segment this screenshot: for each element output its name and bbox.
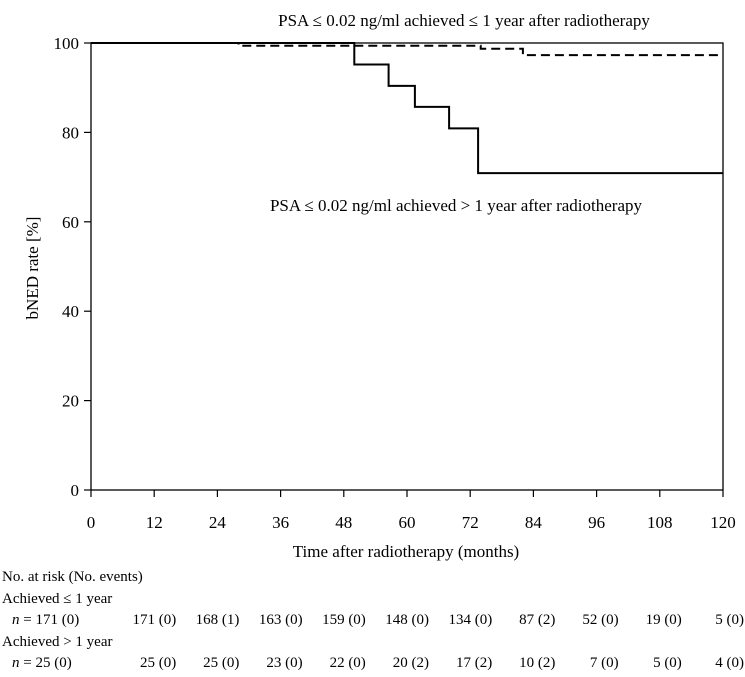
x-tick-label: 12 (146, 513, 163, 532)
x-tick-label: 120 (710, 513, 736, 532)
y-tick-label: 100 (54, 34, 80, 53)
series-label-solid: PSA ≤ 0.02 ng/ml achieved > 1 year after… (270, 196, 643, 215)
x-axis-label: Time after radiotherapy (months) (293, 542, 519, 561)
y-tick-label: 40 (62, 302, 79, 321)
x-tick-label: 0 (87, 513, 96, 532)
series-line-dashed (91, 42, 723, 57)
y-tick-label: 60 (62, 213, 79, 232)
series-layer (91, 42, 723, 175)
series-label-dashed: PSA ≤ 0.02 ng/ml achieved ≤ 1 year after… (278, 11, 650, 30)
y-tick-label: 0 (71, 481, 80, 500)
plot-frame (90, 42, 724, 491)
x-tick-label: 84 (525, 513, 543, 532)
axes: 0 20 40 60 80 100 0 12 24 36 48 60 72 84 96 108 120 (54, 34, 736, 532)
x-tick-label: 60 (399, 513, 416, 532)
x-tick-label: 72 (462, 513, 479, 532)
series-line-solid (91, 42, 723, 175)
y-tick-label: 20 (62, 392, 79, 411)
x-tick-label: 48 (335, 513, 352, 532)
y-tick-label: 80 (62, 123, 79, 142)
x-tick-label: 24 (209, 513, 227, 532)
x-tick-label: 96 (588, 513, 605, 532)
y-axis-label: bNED rate [%] (23, 217, 42, 320)
x-tick-label: 108 (647, 513, 673, 532)
x-tick-label: 36 (272, 513, 289, 532)
